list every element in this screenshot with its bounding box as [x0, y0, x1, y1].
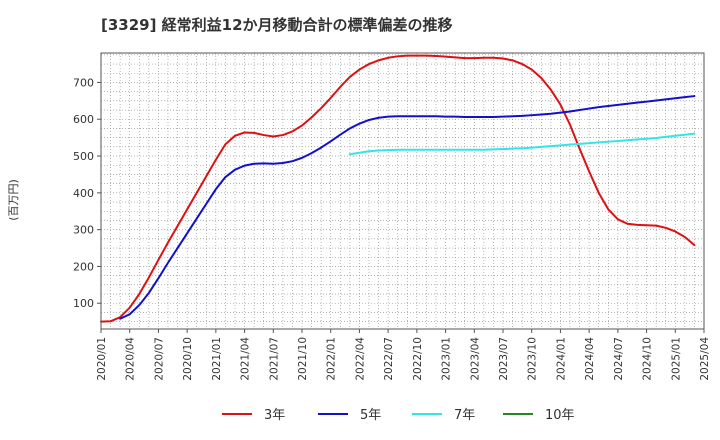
x-tick-label: 2024/04	[584, 337, 596, 381]
series-line-1	[119, 95, 696, 320]
x-tick-label: 2023/01	[441, 337, 453, 381]
grid	[101, 53, 704, 329]
y-tick-label: 500	[73, 150, 94, 163]
y-tick-label: 400	[73, 187, 94, 200]
y-tick-label: 200	[73, 260, 94, 273]
legend-label-3: 10年	[545, 408, 575, 423]
x-tick-label: 2023/07	[498, 337, 510, 381]
plot-background	[101, 53, 704, 329]
x-tick-label: 2020/01	[96, 337, 108, 381]
x-tick-label: 2021/07	[268, 337, 280, 381]
x-tick-label: 2020/07	[153, 337, 165, 381]
x-tick-label: 2022/01	[326, 337, 338, 381]
y-tick-label: 100	[73, 297, 94, 310]
legend-label-2: 7年	[454, 408, 475, 423]
legend-label-0: 3年	[264, 408, 285, 423]
y-tick-label: 600	[73, 113, 94, 126]
legend-label-1: 5年	[360, 408, 381, 423]
plot-frame	[100, 52, 705, 330]
legend: 3年 5年 7年 10年	[222, 408, 575, 423]
series-line-2	[348, 132, 696, 156]
x-tick-label: 2025/04	[699, 337, 711, 381]
x-tick-label: 2021/01	[211, 337, 223, 381]
x-axis: 2020/01 2020/04 2020/07 2020/10 2021/01 2021/…	[96, 329, 711, 381]
x-tick-label: 2024/07	[613, 337, 625, 381]
x-tick-label: 2022/07	[383, 337, 395, 381]
x-tick-label: 2024/10	[642, 337, 654, 381]
y-axis-label: (百万円)	[7, 179, 20, 221]
y-tick-label: 700	[73, 76, 94, 89]
x-tick-label: 2023/04	[469, 337, 481, 381]
x-tick-label: 2023/10	[527, 337, 539, 381]
x-tick-label: 2025/01	[670, 337, 682, 381]
x-tick-label: 2024/01	[555, 337, 567, 381]
x-tick-label: 2022/10	[412, 337, 424, 381]
chart-title: [3329] 経常利益12か月移動合計の標準偏差の推移	[101, 16, 453, 34]
x-tick-label: 2021/04	[240, 337, 252, 381]
x-tick-label: 2020/10	[182, 337, 194, 381]
series-line-0	[100, 54, 696, 323]
series-lines	[100, 54, 696, 323]
y-axis: 100 200 300 400 500 600 700	[73, 76, 101, 310]
y-tick-label: 300	[73, 224, 94, 237]
x-tick-label: 2022/04	[354, 337, 366, 381]
x-tick-label: 2021/10	[297, 337, 309, 381]
x-tick-label: 2020/04	[125, 337, 137, 381]
